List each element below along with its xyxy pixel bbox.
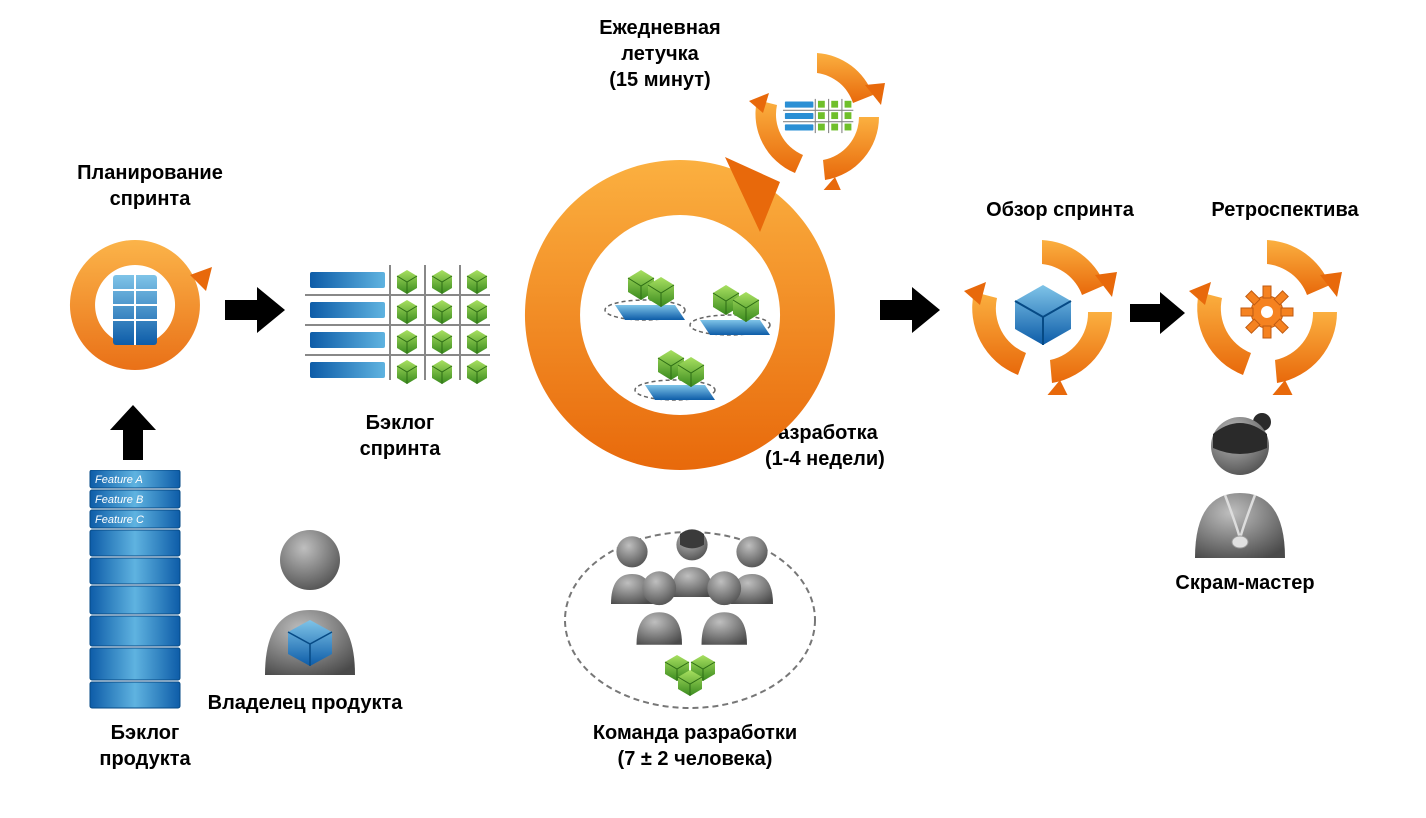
label-daily-standup: Ежедневная летучка (15 минут)	[580, 15, 740, 93]
label-sprint-planning: Планирование спринта	[65, 160, 235, 212]
dev-team-icon	[560, 510, 820, 710]
label-sprint-review: Обзор спринта	[980, 197, 1140, 223]
label-product-owner: Владелец продукта	[205, 690, 405, 716]
sprint-review-icon	[960, 230, 1125, 395]
label-sprint-backlog: Бэклог спринта	[345, 410, 455, 462]
feature-a-text: Feature A	[95, 474, 143, 486]
development-cycle-icon	[510, 145, 850, 485]
arrow-right-2-icon	[880, 285, 940, 335]
feature-b-text: Feature B	[95, 494, 143, 506]
label-scrum-master: Скрам-мастер	[1165, 570, 1325, 596]
retrospective-icon	[1185, 230, 1350, 395]
daily-standup-icon	[745, 45, 890, 190]
gear-icon	[1241, 286, 1293, 338]
arrow-right-1-icon	[225, 285, 285, 335]
arrow-right-3-icon	[1130, 290, 1185, 336]
label-dev-team: Команда разработки (7 ± 2 человека)	[585, 720, 805, 772]
sprint-planning-icon	[55, 225, 215, 385]
sprint-backlog-icon	[305, 260, 495, 385]
product-owner-icon	[250, 525, 370, 680]
label-product-backlog: Бэклог продукта	[90, 720, 200, 772]
scrum-master-icon	[1180, 410, 1300, 560]
label-retrospective: Ретроспектива	[1205, 197, 1365, 223]
arrow-up-icon	[108, 405, 158, 460]
feature-c-text: Feature C	[95, 514, 144, 526]
product-backlog-icon: Feature A Feature B Feature C	[80, 470, 190, 710]
